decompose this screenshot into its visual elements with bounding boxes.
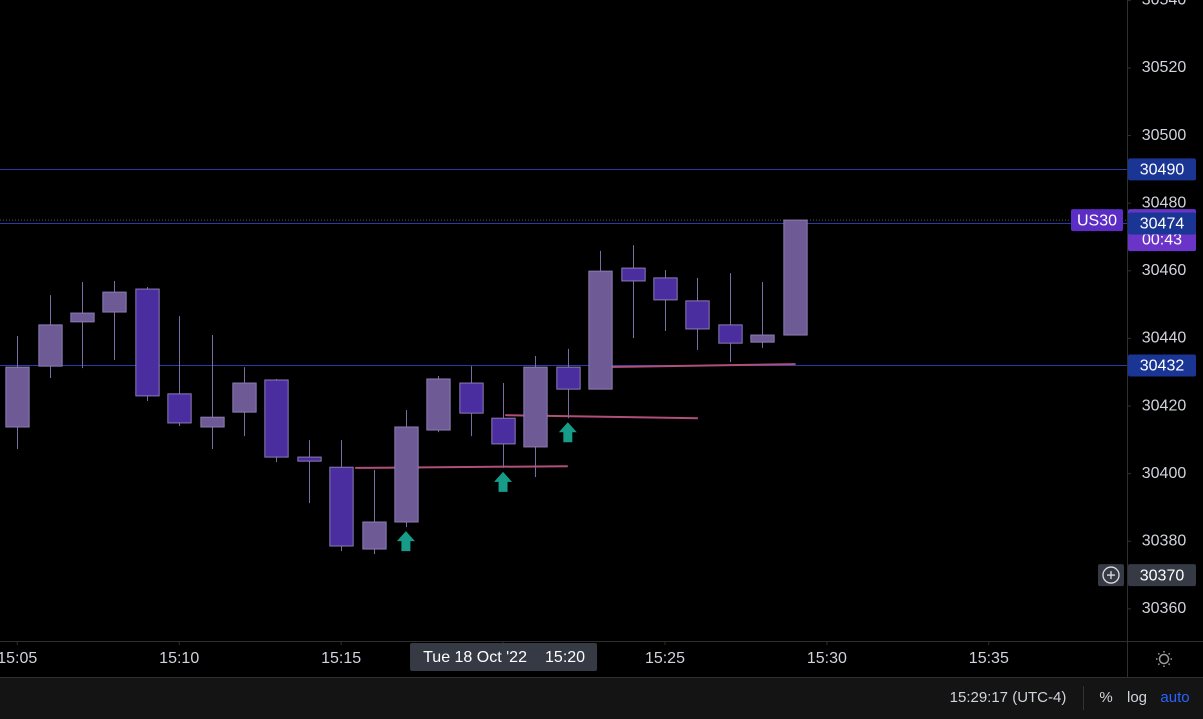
crosshair-price-label: 30370: [1140, 567, 1185, 584]
candle-body: [685, 300, 710, 330]
signal-arrow: [558, 422, 577, 443]
crosshair-price-box: [1128, 564, 1196, 587]
crosshair-date-label: Tue 18 Oct '22: [423, 649, 527, 666]
scale-button[interactable]: auto: [1160, 689, 1189, 706]
candle-body: [426, 378, 451, 431]
x-tick-label: 15:10: [159, 650, 199, 667]
crosshair-time-box: [410, 643, 598, 671]
candle-body: [750, 334, 775, 343]
add-alert-circle: [1102, 566, 1120, 584]
candle-body: [135, 288, 160, 397]
x-tick-label: 15:25: [645, 650, 685, 667]
price-label: 30490: [1140, 162, 1185, 179]
signal-arrow: [494, 471, 513, 492]
candle-body: [297, 456, 322, 462]
plot-area: [0, 169, 1127, 555]
settings-icon-ring: [1158, 653, 1170, 665]
candle-body: [200, 416, 225, 428]
y-tick-label: 30420: [1142, 397, 1187, 414]
x-tick-label: 15:15: [321, 650, 361, 667]
candle-body: [329, 466, 354, 547]
trend-line: [355, 465, 568, 469]
price-label-box: [1128, 212, 1196, 235]
add-alert-button[interactable]: [1098, 564, 1124, 587]
price-label-box: [1128, 354, 1196, 377]
y-tick-label: 30460: [1142, 262, 1187, 279]
price-label-box: [1128, 158, 1196, 181]
candle-body: [718, 324, 743, 344]
scale-button[interactable]: %: [1099, 689, 1112, 706]
y-tick-label: 30400: [1142, 465, 1187, 482]
y-tick-label: 30380: [1142, 532, 1187, 549]
status-bar: [0, 677, 1203, 719]
settings-icon[interactable]: [1156, 651, 1172, 667]
trend-line: [598, 363, 796, 369]
price-label: 30474: [1140, 216, 1185, 233]
add-alert-plus: [1107, 571, 1115, 580]
scale-button[interactable]: log: [1127, 689, 1147, 706]
settings-icon-rays: [1156, 651, 1172, 667]
signal-arrow: [396, 531, 415, 552]
candle-body: [459, 382, 484, 414]
candle-body: [523, 366, 548, 448]
y-tick-label: 30500: [1142, 127, 1187, 144]
candle-body: [653, 277, 678, 301]
symbol-label: US30: [1077, 212, 1117, 229]
clock: 15:29:17 (UTC-4): [950, 689, 1067, 706]
y-tick-label: 30360: [1142, 600, 1187, 617]
candle-body: [102, 291, 127, 313]
candle-body: [621, 267, 646, 282]
crosshair-time-label: 15:20: [545, 649, 585, 666]
symbol-box: [1071, 209, 1123, 232]
candle-body: [783, 219, 808, 336]
candle-body: [491, 417, 516, 445]
x-tick-label: 15:30: [807, 650, 847, 667]
y-tick-label: 30480: [1142, 194, 1187, 211]
candle-body: [588, 270, 613, 390]
candle-body: [264, 379, 289, 458]
price-label: 30432: [1140, 358, 1185, 375]
y-tick-label: 30440: [1142, 330, 1187, 347]
candle-body: [556, 366, 581, 390]
countdown-label: 00:43: [1142, 231, 1182, 248]
x-tick-label: 15:35: [969, 650, 1009, 667]
candle-body: [232, 382, 257, 413]
y-tick-label: 30520: [1142, 59, 1187, 76]
candle-body: [70, 312, 95, 323]
candle-body: [394, 426, 419, 523]
candle-body: [5, 366, 30, 428]
candle-body: [167, 393, 192, 424]
candle-body: [362, 521, 387, 550]
y-tick-label: 30540: [1142, 0, 1187, 9]
candle-body: [38, 324, 63, 367]
x-tick-label: 15:05: [0, 650, 37, 667]
